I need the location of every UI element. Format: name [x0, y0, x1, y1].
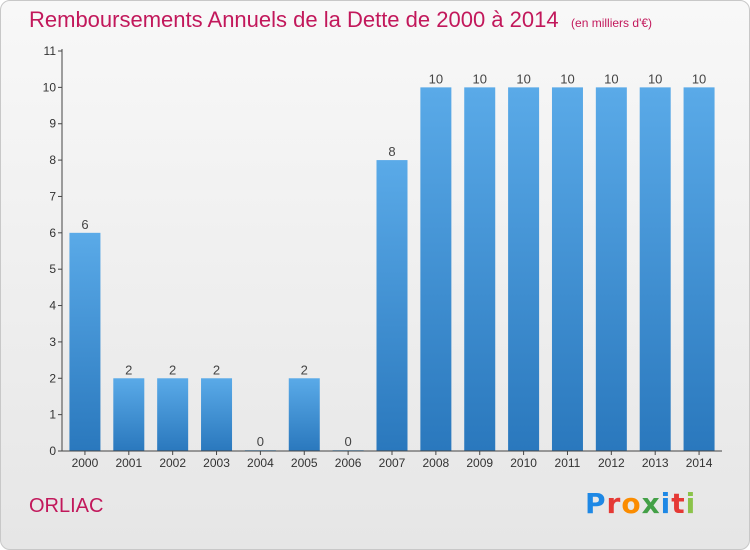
chart-title: Remboursements Annuels de la Dette de 20…	[29, 7, 559, 32]
data-label: 0	[345, 434, 352, 449]
bar	[201, 378, 233, 451]
brand-letter: i	[685, 487, 697, 520]
y-tick-label: 0	[49, 444, 56, 458]
brand-letter: i	[660, 487, 672, 520]
bar	[551, 87, 583, 451]
x-tick-label: 2014	[686, 456, 713, 470]
bar	[288, 378, 320, 451]
y-axis: 0 1 2 3 4 5 6 7 8 9 10 11	[43, 44, 63, 458]
y-tick-label: 10	[43, 80, 57, 94]
commune-name: ORLIAC	[29, 495, 104, 517]
chart-unit: (en milliers d'€)	[571, 16, 653, 30]
x-tick-label: 2010	[510, 456, 537, 470]
y-tick-label: 9	[49, 117, 56, 131]
brand-logo: Proxiti	[585, 487, 696, 520]
y-tick-label: 8	[49, 153, 56, 167]
bar	[508, 87, 540, 451]
data-label: 2	[169, 362, 176, 377]
brand-letter: x	[641, 487, 661, 520]
bar	[464, 87, 496, 451]
x-tick-label: 2002	[159, 456, 186, 470]
brand-letter: t	[671, 487, 686, 520]
x-tick-label: 2013	[642, 456, 669, 470]
x-tick-label: 2007	[379, 456, 406, 470]
y-tick-label: 7	[49, 189, 56, 203]
data-label: 10	[516, 71, 530, 86]
x-tick-label: 2011	[555, 456, 581, 470]
brand-letter: o	[621, 487, 642, 520]
data-label: 8	[388, 144, 395, 159]
x-tick-label: 2004	[247, 456, 274, 470]
x-tick-label: 2003	[203, 456, 230, 470]
x-tick-label: 2012	[598, 456, 625, 470]
bars: 6 2 2 2 0 2 0 8 10 10 10 10 10 10 10	[69, 71, 715, 451]
bar	[595, 87, 627, 451]
bar	[420, 87, 452, 451]
data-label: 10	[560, 71, 574, 86]
data-label: 2	[213, 362, 220, 377]
data-label: 2	[301, 362, 308, 377]
y-tick-label: 5	[49, 262, 56, 276]
y-tick-label: 4	[49, 299, 56, 313]
x-tick-label: 2001	[115, 456, 142, 470]
x-tick-label: 2008	[423, 456, 450, 470]
data-label: 0	[257, 434, 264, 449]
y-tick-label: 3	[49, 335, 56, 349]
title-row: Remboursements Annuels de la Dette de 20…	[29, 7, 652, 33]
bar	[157, 378, 189, 451]
brand-letter: r	[606, 487, 622, 520]
data-label: 10	[692, 71, 706, 86]
bar	[113, 378, 145, 451]
data-label: 6	[81, 217, 88, 232]
bar	[639, 87, 671, 451]
data-label: 10	[648, 71, 662, 86]
x-tick-label: 2005	[291, 456, 318, 470]
bar	[376, 160, 408, 451]
data-label: 10	[604, 71, 618, 86]
bar	[683, 87, 715, 451]
data-label: 10	[429, 71, 443, 86]
x-axis: 2000 2001 2002 2003 2004 2005 2006 2007 2008 2009…	[62, 450, 722, 470]
y-tick-label: 2	[49, 371, 56, 385]
data-label: 10	[472, 71, 486, 86]
y-tick-label: 11	[44, 44, 57, 58]
x-tick-label: 2006	[335, 456, 362, 470]
y-tick-label: 1	[49, 408, 56, 422]
x-tick-label: 2000	[72, 456, 99, 470]
data-label: 2	[125, 362, 132, 377]
brand-letter: P	[585, 487, 607, 520]
x-tick-label: 2009	[466, 456, 493, 470]
bar	[69, 232, 101, 451]
y-tick-label: 6	[49, 226, 56, 240]
